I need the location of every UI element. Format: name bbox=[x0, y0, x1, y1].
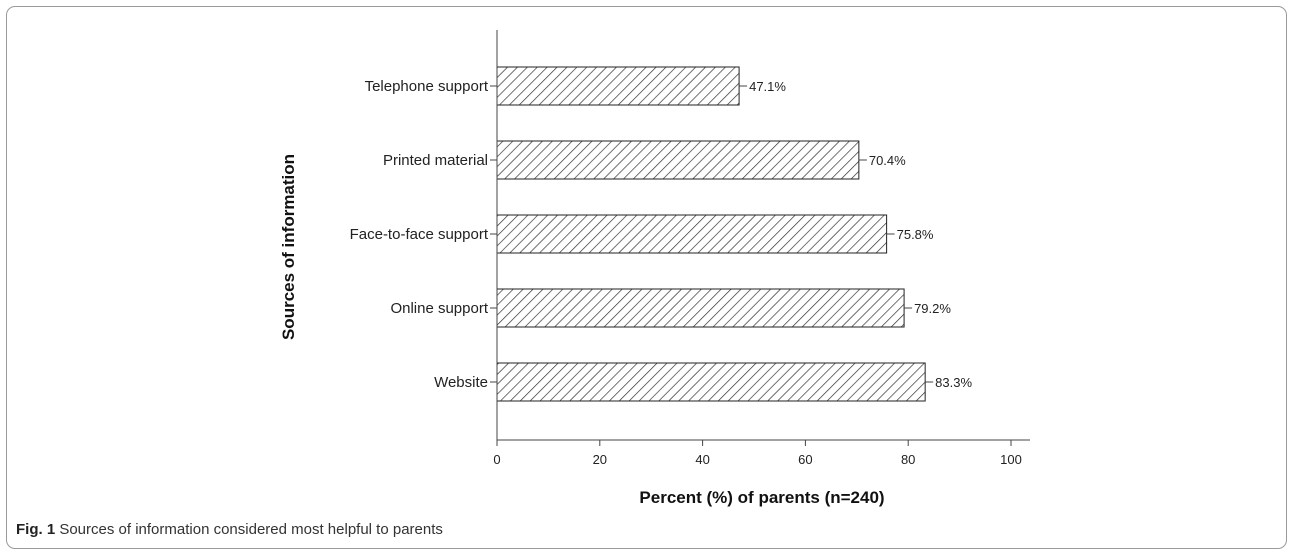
y-axis-title: Sources of information bbox=[279, 154, 298, 340]
bar bbox=[496, 66, 740, 106]
bar bbox=[496, 362, 926, 402]
bar bbox=[496, 140, 860, 180]
x-tick-label: 60 bbox=[798, 452, 812, 467]
data-label: 83.3% bbox=[935, 375, 972, 390]
figure-caption-text: Sources of information considered most h… bbox=[55, 521, 443, 538]
axes-layer: 0 20 40 60 80 100 Telephone support Printed mat… bbox=[350, 30, 1030, 467]
figure-caption-label: Fig. 1 bbox=[16, 521, 56, 538]
category-label: Website bbox=[434, 374, 488, 391]
data-label: 47.1% bbox=[749, 79, 786, 94]
category-label: Printed material bbox=[383, 152, 488, 169]
figure-caption: Fig. 1 Sources of information considered… bbox=[16, 521, 443, 538]
x-axis-title: Percent (%) of parents (n=240) bbox=[639, 488, 884, 507]
bar bbox=[496, 288, 905, 328]
data-label: 75.8% bbox=[897, 227, 934, 242]
x-tick-label: 100 bbox=[1000, 452, 1022, 467]
data-label: 79.2% bbox=[914, 301, 951, 316]
bars-layer: 47.1% 70.4% 75.8% 79.2% 83.3% bbox=[496, 66, 972, 402]
category-label: Face-to-face support bbox=[350, 226, 489, 243]
category-label: Telephone support bbox=[365, 78, 489, 95]
x-tick-label: 80 bbox=[901, 452, 915, 467]
x-tick-label: 40 bbox=[695, 452, 709, 467]
category-label: Online support bbox=[390, 300, 488, 317]
x-tick-label: 0 bbox=[493, 452, 500, 467]
x-tick-label: 20 bbox=[593, 452, 607, 467]
data-label: 70.4% bbox=[869, 153, 906, 168]
bar bbox=[496, 214, 888, 254]
